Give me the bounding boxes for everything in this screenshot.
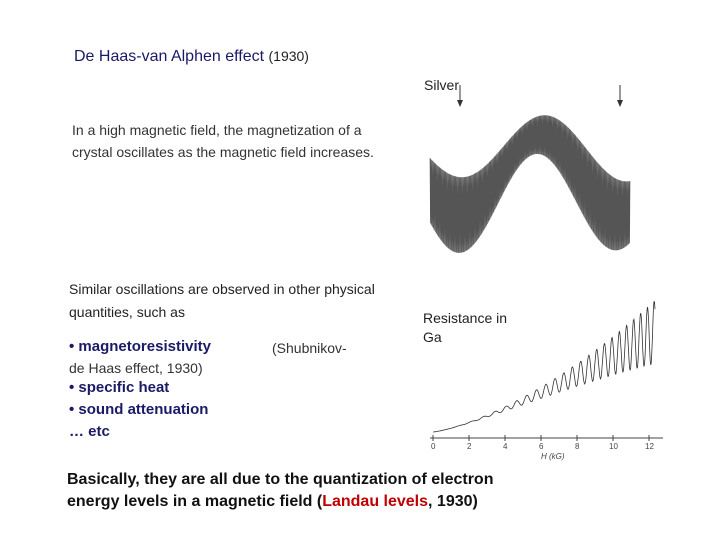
sdh-tick-2: 2: [467, 442, 472, 451]
sdh-x-label: H (kG): [541, 452, 565, 461]
sdh-tick-10: 10: [609, 442, 618, 451]
summary-after: , 1930): [428, 493, 478, 510]
shubnikov-note: (Shubnikov-: [272, 340, 347, 356]
dhva-oscillation-trace: [429, 115, 631, 253]
intro-paragraph: In a high magnetic field, the magnetizat…: [72, 122, 374, 160]
title-main: De Haas-van Alphen effect: [74, 48, 265, 65]
arrow-right-head: [617, 100, 623, 107]
sdh-tick-0: 0: [431, 442, 436, 451]
sdh-tick-8: 8: [575, 442, 580, 451]
dehaas-note: de Haas effect, 1930): [69, 360, 203, 376]
sdh-ticks: [432, 435, 650, 441]
summary-paragraph: Basically, they are all due to the quant…: [67, 469, 537, 513]
sdh-tick-4: 4: [503, 442, 508, 451]
title-year: (1930): [268, 48, 309, 64]
sdh-resistance-figure: 0 2 4 6 8 10 12 H (kG): [430, 301, 663, 461]
page-title: De Haas-van Alphen effect (1930): [74, 48, 309, 66]
summary-before: Basically, they are all due to the quant…: [67, 471, 494, 510]
similar-paragraph: Similar oscillations are observed in oth…: [69, 281, 375, 320]
bullet-etc: … etc: [69, 423, 110, 440]
bullet-magnetoresistivity: • magnetoresistivity: [69, 338, 211, 355]
landau-levels-highlight: Landau levels: [322, 493, 429, 510]
bullet-sound-attenuation: • sound attenuation: [69, 401, 209, 418]
dhva-oscillation-figure: [429, 85, 631, 253]
sdh-resistance-trace: [433, 301, 656, 433]
resistance-label: Resistance in Ga: [423, 310, 508, 345]
bullet-specific-heat: • specific heat: [69, 379, 170, 396]
sdh-tick-12: 12: [645, 442, 654, 451]
silver-label: Silver: [424, 77, 460, 93]
sdh-tick-6: 6: [539, 442, 544, 451]
arrow-left-head: [457, 100, 463, 107]
